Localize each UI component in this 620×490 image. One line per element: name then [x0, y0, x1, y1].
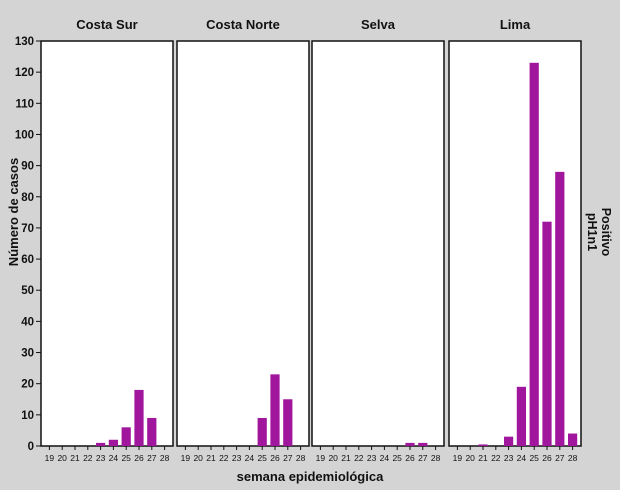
panel-plot-area [176, 40, 310, 447]
bar [257, 417, 267, 446]
panel-0: Costa Sur 19 20 21 22 23 24 25 26 27 28 [40, 17, 174, 463]
x-tick-label: 21 [478, 453, 488, 463]
x-tick-label: 24 [517, 453, 527, 463]
x-tick-label: 23 [504, 453, 514, 463]
y-tick-label: 90 [21, 161, 34, 173]
x-tick-label: 22 [491, 453, 501, 463]
x-tick-label: 25 [121, 453, 131, 463]
y-tick-label: 60 [21, 254, 34, 266]
y-tick-label: 70 [21, 223, 34, 235]
panel-title: Lima [500, 17, 531, 32]
x-tick-label: 19 [45, 453, 55, 463]
panel-3: Lima 19 20 21 22 23 24 25 26 27 28 [448, 17, 582, 463]
x-tick-label: 25 [392, 453, 402, 463]
x-tick-label: 24 [109, 453, 119, 463]
y-tick-label: 20 [21, 379, 34, 391]
y-tick-label: 30 [21, 348, 34, 360]
x-tick-label: 20 [57, 453, 67, 463]
bar [283, 399, 293, 446]
y-axis-label: Número de casos [6, 158, 21, 266]
x-tick-label: 20 [328, 453, 338, 463]
bar [418, 442, 428, 446]
x-axis-label: semana epidemiológica [237, 469, 384, 484]
x-tick-label: 25 [257, 453, 267, 463]
bar [95, 442, 106, 446]
y-tick-label: 110 [15, 98, 34, 110]
panel-title: Costa Norte [206, 17, 280, 32]
panel-plot-area [40, 40, 174, 447]
x-tick-label: 19 [316, 453, 326, 463]
x-tick-label: 26 [542, 453, 552, 463]
y-tick-label: 10 [21, 410, 34, 422]
x-tick-label: 23 [367, 453, 377, 463]
bar [405, 442, 415, 446]
x-tick-label: 26 [270, 453, 280, 463]
x-tick-label: 26 [134, 453, 144, 463]
x-tick-label: 28 [296, 453, 306, 463]
bar [516, 386, 527, 446]
panel-2: Selva 19 20 21 22 23 24 25 26 27 28 [311, 17, 445, 463]
bar [147, 417, 157, 446]
x-tick-label: 28 [160, 453, 170, 463]
x-tick-label: 20 [465, 453, 475, 463]
bar [478, 444, 488, 446]
facet-row-label: pH1n1 Positivo [585, 208, 613, 257]
x-tick-label: 24 [245, 453, 255, 463]
y-tick-label: 80 [21, 192, 34, 204]
bar [134, 389, 144, 446]
y-tick-label: 40 [21, 316, 34, 328]
x-tick-label: 21 [341, 453, 351, 463]
x-tick-label: 22 [354, 453, 364, 463]
x-tick-label: 22 [83, 453, 93, 463]
panel-title: Selva [361, 17, 396, 32]
x-tick-label: 21 [70, 453, 80, 463]
panel-title: Costa Sur [76, 17, 137, 32]
x-tick-label: 23 [96, 453, 106, 463]
bar [503, 436, 514, 446]
bar [529, 62, 539, 447]
bar [121, 427, 131, 446]
facet-row-label-line1: pH1n1 [585, 213, 599, 251]
bar [108, 439, 119, 446]
panel-1: Costa Norte 19 20 21 22 23 24 25 26 27 28 [176, 17, 310, 463]
x-tick-label: 28 [568, 453, 578, 463]
x-tick-label: 27 [418, 453, 428, 463]
x-tick-label: 19 [453, 453, 463, 463]
x-tick-label: 25 [529, 453, 539, 463]
y-tick-label: 0 [28, 441, 34, 453]
x-tick-label: 20 [193, 453, 203, 463]
x-tick-label: 19 [181, 453, 191, 463]
x-tick-label: 26 [405, 453, 415, 463]
y-tick-label: 50 [21, 285, 34, 297]
x-tick-label: 28 [431, 453, 441, 463]
x-tick-label: 27 [555, 453, 565, 463]
x-tick-label: 27 [147, 453, 157, 463]
bar [567, 433, 578, 446]
x-tick-label: 27 [283, 453, 293, 463]
panel-plot-area [311, 40, 445, 447]
x-tick-label: 23 [232, 453, 242, 463]
x-tick-label: 21 [206, 453, 216, 463]
bar [555, 171, 565, 446]
bar [270, 374, 280, 446]
y-tick-label: 130 [15, 36, 34, 48]
x-tick-label: 22 [219, 453, 229, 463]
y-axis: 0 10 20 30 40 50 60 70 80 90 100 110 120 130 [15, 36, 41, 453]
bar [542, 221, 552, 446]
x-tick-label: 24 [380, 453, 390, 463]
facet-row-label-line2: Positivo [599, 208, 613, 257]
y-tick-label: 100 [15, 129, 34, 141]
y-tick-label: 120 [15, 67, 34, 79]
